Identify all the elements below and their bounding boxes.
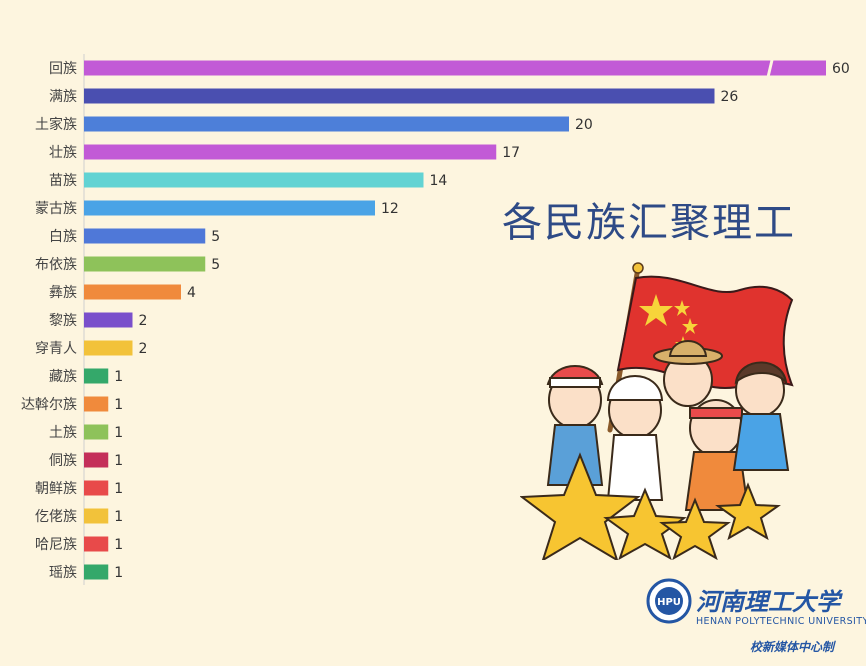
bar bbox=[84, 536, 109, 552]
bar bbox=[84, 60, 826, 76]
value-label: 4 bbox=[187, 285, 196, 301]
category-label: 土家族 bbox=[35, 116, 77, 133]
category-label: 蒙古族 bbox=[35, 201, 77, 217]
category-label: 苗族 bbox=[49, 173, 77, 189]
bar bbox=[84, 228, 206, 244]
value-label: 60 bbox=[832, 61, 850, 77]
value-label: 1 bbox=[114, 481, 123, 497]
value-label: 1 bbox=[114, 397, 123, 413]
category-label: 彝族 bbox=[49, 285, 77, 301]
bar bbox=[84, 200, 375, 216]
category-label: 藏族 bbox=[49, 369, 77, 385]
value-label: 5 bbox=[211, 257, 220, 273]
bar bbox=[84, 452, 109, 468]
bar bbox=[84, 144, 497, 160]
value-label: 20 bbox=[575, 117, 593, 133]
bar bbox=[84, 396, 109, 412]
bar bbox=[84, 340, 133, 356]
category-label: 土族 bbox=[49, 425, 77, 441]
headline: 各民族汇聚理工 bbox=[502, 200, 796, 246]
value-label: 1 bbox=[114, 537, 123, 553]
value-label: 2 bbox=[139, 341, 148, 357]
category-label: 黎族 bbox=[49, 313, 77, 329]
bar bbox=[84, 88, 715, 104]
ethnic-unity-illustration bbox=[520, 262, 794, 560]
bar bbox=[84, 508, 109, 524]
category-label: 哈尼族 bbox=[35, 537, 77, 553]
axis-break-mark bbox=[766, 59, 774, 77]
category-label: 壮族 bbox=[49, 145, 77, 161]
category-label: 朝鲜族 bbox=[35, 481, 77, 497]
value-label: 2 bbox=[139, 313, 148, 329]
bar bbox=[84, 284, 181, 300]
university-emblem-icon: HPU bbox=[646, 578, 692, 624]
category-label: 满族 bbox=[49, 89, 77, 105]
svg-text:HPU: HPU bbox=[657, 597, 681, 608]
value-label: 14 bbox=[430, 173, 448, 189]
value-label: 1 bbox=[114, 565, 123, 581]
bar bbox=[84, 172, 424, 188]
value-label: 17 bbox=[502, 145, 520, 161]
university-logo: HPU 河南理工大学 HENAN POLYTECHNIC UNIVERSITY … bbox=[646, 578, 866, 662]
university-name-cn: 河南理工大学 bbox=[696, 587, 840, 616]
category-label: 布依族 bbox=[35, 257, 77, 273]
bar bbox=[84, 116, 569, 132]
bar bbox=[84, 312, 133, 328]
university-name-en: HENAN POLYTECHNIC UNIVERSITY bbox=[696, 616, 866, 627]
value-label: 12 bbox=[381, 201, 399, 217]
credit-line: 校新媒体中心制 bbox=[750, 640, 835, 654]
value-label: 5 bbox=[211, 229, 220, 245]
value-label: 26 bbox=[721, 89, 739, 105]
value-label: 1 bbox=[114, 509, 123, 525]
category-label: 仡佬族 bbox=[35, 509, 77, 525]
bar bbox=[84, 424, 109, 440]
category-label: 达斡尔族 bbox=[21, 397, 77, 413]
category-label: 侗族 bbox=[49, 453, 77, 469]
bar bbox=[84, 564, 109, 580]
category-label: 瑶族 bbox=[49, 565, 77, 581]
value-label: 1 bbox=[114, 369, 123, 385]
category-label: 白族 bbox=[49, 229, 77, 245]
value-label: 1 bbox=[114, 425, 123, 441]
bar bbox=[84, 256, 206, 272]
value-label: 1 bbox=[114, 453, 123, 469]
bar bbox=[84, 368, 109, 384]
bar bbox=[84, 480, 109, 496]
category-label: 回族 bbox=[49, 61, 77, 77]
category-label: 穿青人 bbox=[35, 341, 77, 357]
